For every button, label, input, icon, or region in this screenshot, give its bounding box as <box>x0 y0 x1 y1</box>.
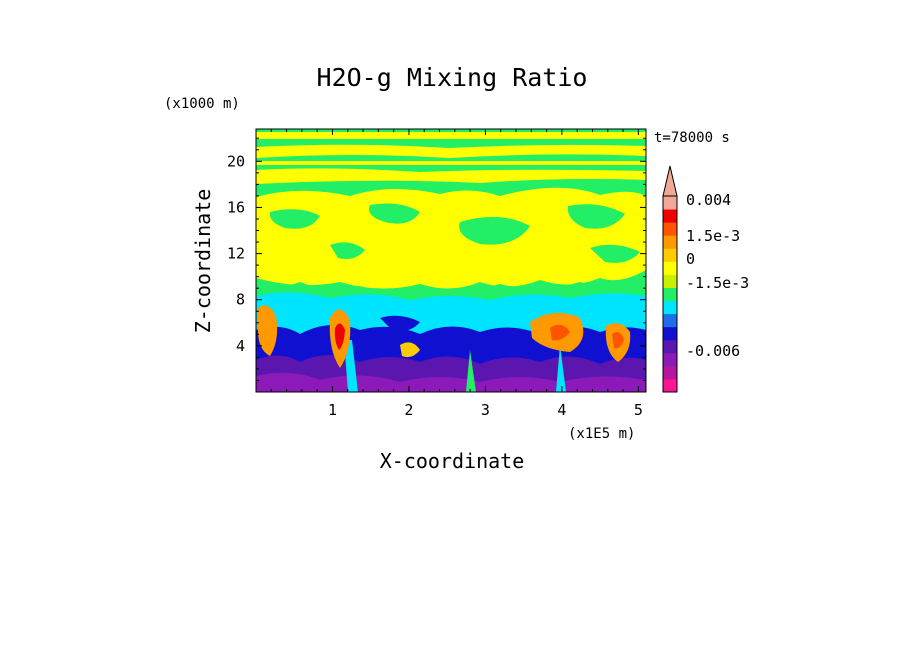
colorbar-label: 0 <box>686 250 695 268</box>
chart-title: H2O-g Mixing Ratio <box>317 63 588 92</box>
colorbar-swatch <box>663 287 677 302</box>
colorbar-extend-arrow <box>662 165 678 197</box>
y-axis-label: Z-coordinate <box>191 189 215 334</box>
colorbar-swatch <box>663 300 677 315</box>
x-tick-label: 2 <box>404 401 413 419</box>
colorbar-swatch <box>663 209 677 223</box>
colorbar-swatch <box>663 261 677 275</box>
y-scale-note: (x1000 m) <box>164 96 240 112</box>
heatmap-field <box>256 129 646 392</box>
colorbar-swatch <box>663 222 677 236</box>
y-tick-label: 4 <box>236 337 245 355</box>
colorbar <box>662 165 678 393</box>
y-axis: 4 8 12 16 20 <box>227 137 646 381</box>
colorbar-label: -1.5e-3 <box>686 274 749 292</box>
colorbar-swatch <box>663 352 677 367</box>
x-scale-note: (x1E5 m) <box>568 426 635 442</box>
x-axis: 1 2 3 4 5 <box>270 129 643 419</box>
colorbar-labels: 0.004 1.5e-3 0 -1.5e-3 -0.006 <box>686 191 749 360</box>
colorbar-swatch <box>663 326 677 341</box>
x-tick-label: 1 <box>328 401 337 419</box>
colorbar-label: 1.5e-3 <box>686 227 740 245</box>
colorbar-swatch <box>663 339 677 354</box>
y-tick-label: 12 <box>227 245 245 263</box>
x-axis-label: X-coordinate <box>380 449 525 473</box>
colorbar-swatch <box>663 365 677 380</box>
colorbar-label: -0.006 <box>686 342 740 360</box>
y-tick-label: 20 <box>227 152 245 170</box>
colorbar-label: 0.004 <box>686 191 731 209</box>
plot-frame <box>255 128 647 393</box>
colorbar-swatch <box>663 196 677 210</box>
colorbar-swatch <box>663 274 677 288</box>
x-tick-label: 4 <box>557 401 566 419</box>
x-tick-label: 3 <box>481 401 490 419</box>
colorbar-swatch <box>663 235 677 249</box>
colorbar-frame <box>662 195 678 393</box>
colorbar-swatch <box>663 378 677 393</box>
colorbar-swatch <box>663 313 677 328</box>
colorbar-swatch <box>663 248 677 262</box>
x-tick-label: 5 <box>634 401 643 419</box>
y-tick-label: 16 <box>227 198 245 216</box>
time-label: t=78000 s <box>654 130 730 146</box>
y-tick-label: 8 <box>236 291 245 309</box>
